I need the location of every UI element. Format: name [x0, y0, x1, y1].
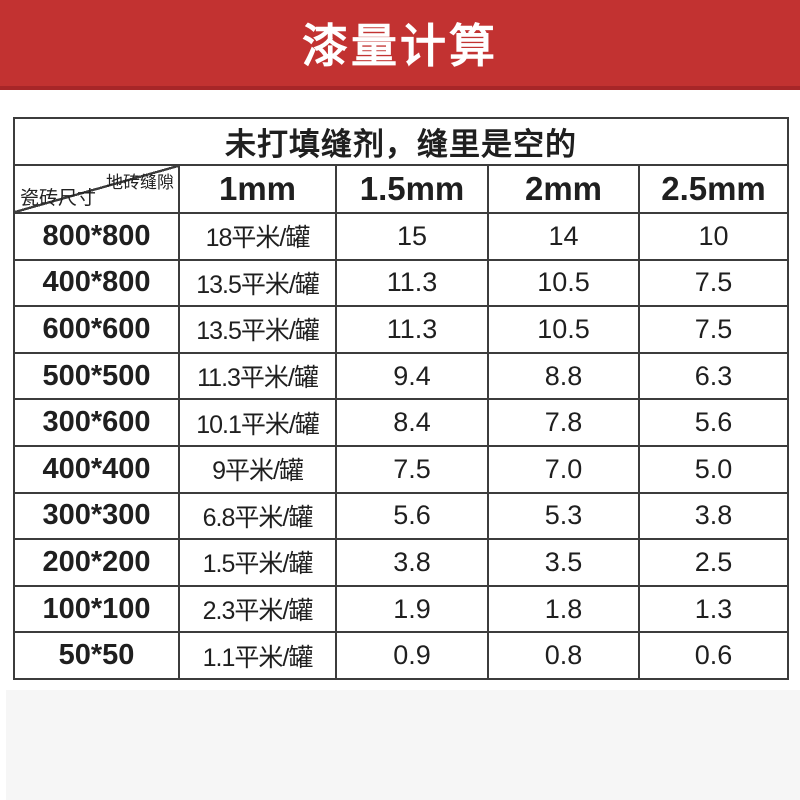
value-cell: 11.3: [335, 305, 489, 354]
table-row: 200*200 1.5平米/罐 3.8 3.5 2.5: [13, 538, 790, 587]
header-banner: 漆量计算: [0, 0, 800, 90]
column-header-1-5mm: 1.5mm: [335, 164, 489, 214]
value-cell: 5.6: [335, 491, 489, 541]
value-cell: 0.6: [637, 631, 790, 680]
value-cell: 7.8: [487, 398, 640, 447]
tile-size-cell: 800*800: [13, 212, 180, 261]
tile-size-cell: 100*100: [13, 584, 180, 634]
tile-size-cell: 500*500: [13, 351, 180, 401]
value-cell: 0.8: [487, 631, 640, 680]
value-cell: 3.8: [637, 491, 790, 541]
table-row: 400*400 9平米/罐 7.5 7.0 5.0: [13, 444, 790, 494]
value-cell: 1.9: [335, 584, 489, 634]
value-cell: 5.3: [487, 491, 640, 541]
value-cell: 10.5: [487, 305, 640, 354]
value-cell: 8.8: [487, 351, 640, 401]
value-cell: 1.1平米/罐: [178, 631, 337, 680]
value-cell: 10.5: [487, 258, 640, 308]
value-cell: 2.5: [637, 538, 790, 587]
value-cell: 1.8: [487, 584, 640, 634]
tile-size-cell: 400*400: [13, 444, 180, 494]
value-cell: 7.5: [637, 258, 790, 308]
diagonal-corner-cell: 地砖缝隙 瓷砖尺寸: [13, 164, 180, 214]
paint-calculation-table: 未打填缝剂，缝里是空的 地砖缝隙 瓷砖尺寸 1mm 1.5mm 2mm 2.5m…: [12, 117, 790, 680]
value-cell: 11.3平米/罐: [178, 351, 337, 401]
table-header-row: 地砖缝隙 瓷砖尺寸 1mm 1.5mm 2mm 2.5mm: [13, 164, 790, 214]
value-cell: 7.5: [637, 305, 790, 354]
corner-label-size: 瓷砖尺寸: [20, 188, 97, 209]
footer-background: [6, 690, 800, 800]
value-cell: 2.3平米/罐: [178, 584, 337, 634]
value-cell: 5.0: [637, 444, 790, 494]
table-row: 800*800 18平米/罐 15 14 10: [13, 212, 790, 261]
value-cell: 8.4: [335, 398, 489, 447]
value-cell: 13.5平米/罐: [178, 305, 337, 354]
value-cell: 7.0: [487, 444, 640, 494]
table-row: 300*600 10.1平米/罐 8.4 7.8 5.6: [13, 398, 790, 447]
page-title: 漆量计算: [302, 20, 498, 72]
table-title-row: 未打填缝剂，缝里是空的: [12, 117, 790, 166]
tile-size-cell: 600*600: [13, 305, 180, 354]
value-cell: 3.8: [335, 538, 489, 587]
value-cell: 18平米/罐: [178, 212, 337, 261]
value-cell: 0.9: [335, 631, 489, 680]
table-row: 50*50 1.1平米/罐 0.9 0.8 0.6: [13, 631, 790, 680]
value-cell: 6.8平米/罐: [178, 491, 337, 541]
table-row: 100*100 2.3平米/罐 1.9 1.8 1.3: [13, 584, 790, 634]
value-cell: 5.6: [637, 398, 790, 447]
value-cell: 15: [335, 212, 489, 261]
tile-size-cell: 400*800: [13, 258, 180, 308]
value-cell: 13.5平米/罐: [178, 258, 337, 308]
tile-size-cell: 300*300: [13, 491, 180, 541]
column-header-2mm: 2mm: [487, 164, 640, 214]
value-cell: 10: [637, 212, 790, 261]
value-cell: 6.3: [637, 351, 790, 401]
value-cell: 10.1平米/罐: [178, 398, 337, 447]
table-title: 未打填缝剂，缝里是空的: [12, 117, 790, 166]
value-cell: 11.3: [335, 258, 489, 308]
value-cell: 14: [487, 212, 640, 261]
corner-label-gap: 地砖缝隙: [106, 173, 174, 192]
value-cell: 3.5: [487, 538, 640, 587]
tile-size-cell: 300*600: [13, 398, 180, 447]
value-cell: 1.5平米/罐: [178, 538, 337, 587]
value-cell: 1.3: [637, 584, 790, 634]
table-row: 500*500 11.3平米/罐 9.4 8.8 6.3: [13, 351, 790, 401]
value-cell: 9.4: [335, 351, 489, 401]
table-row: 400*800 13.5平米/罐 11.3 10.5 7.5: [13, 258, 790, 308]
tile-size-cell: 50*50: [13, 631, 180, 680]
column-header-2-5mm: 2.5mm: [637, 164, 790, 214]
table-row: 300*300 6.8平米/罐 5.6 5.3 3.8: [13, 491, 790, 541]
tile-size-cell: 200*200: [13, 538, 180, 587]
value-cell: 9平米/罐: [178, 444, 337, 494]
value-cell: 7.5: [335, 444, 489, 494]
column-header-1mm: 1mm: [178, 164, 337, 214]
table-row: 600*600 13.5平米/罐 11.3 10.5 7.5: [13, 305, 790, 354]
